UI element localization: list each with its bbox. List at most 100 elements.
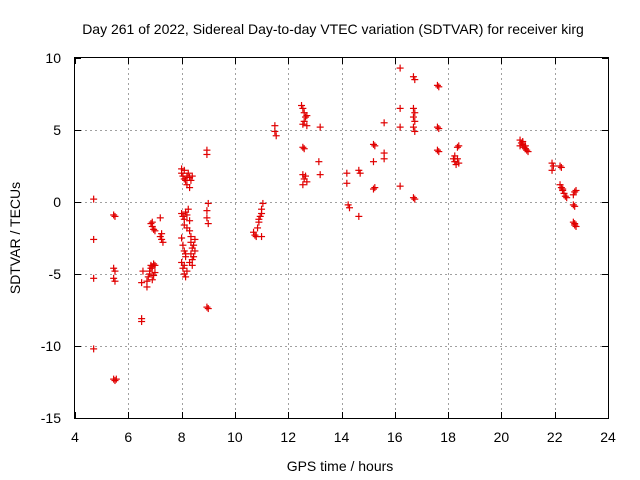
plot-frame [74, 57, 609, 419]
chart-title: Day 261 of 2022, Sidereal Day-to-day VTE… [82, 21, 584, 37]
data-point [433, 81, 441, 89]
data-point [569, 201, 577, 209]
data-point [186, 227, 194, 235]
data-point [110, 211, 118, 219]
x-tick-label: 24 [600, 429, 616, 445]
data-point [299, 104, 307, 112]
x-tick-label: 16 [387, 429, 403, 445]
data-point [557, 163, 565, 171]
data-point [380, 155, 388, 163]
data-point [184, 169, 192, 177]
data-point [138, 318, 146, 326]
data-point [556, 162, 564, 170]
data-point [184, 205, 192, 213]
data-point [203, 303, 211, 311]
data-point [150, 225, 158, 233]
data-point [186, 258, 194, 266]
data-point [182, 273, 190, 281]
data-point [371, 184, 379, 192]
data-point [254, 224, 262, 232]
data-point [369, 185, 377, 193]
data-point [315, 158, 323, 166]
y-axis-label: SDTVAR / TECUs [7, 182, 23, 294]
data-point [111, 212, 119, 220]
data-point [355, 212, 363, 220]
data-point [411, 195, 419, 203]
x-tick-label: 12 [280, 429, 296, 445]
data-point [396, 182, 404, 190]
x-tick-label: 6 [124, 429, 132, 445]
data-point [183, 211, 191, 219]
data-point [455, 142, 463, 150]
data-point [380, 119, 388, 127]
x-tick-label: 18 [440, 429, 456, 445]
data-point [204, 305, 212, 313]
data-point [571, 202, 579, 210]
data-point [300, 145, 308, 153]
data-point [183, 267, 191, 275]
data-point [187, 176, 195, 184]
x-tick-label: 22 [547, 429, 563, 445]
data-point [178, 234, 186, 242]
data-point [519, 138, 527, 146]
x-tick-labels: 4 6 8 10 12 14 16 18 20 22 24 [71, 429, 616, 445]
axis-ticks [75, 58, 609, 419]
y-tick-label: -5 [49, 266, 62, 282]
data-point [188, 172, 196, 180]
data-point [203, 207, 211, 215]
data-point [255, 215, 263, 223]
data-point [316, 171, 324, 179]
data-point [302, 113, 310, 121]
data-point [251, 231, 259, 239]
data-point [190, 241, 198, 249]
data-point [571, 220, 579, 228]
data-point [180, 261, 188, 269]
data-point [156, 214, 164, 222]
data-point [179, 241, 187, 249]
data-point [111, 267, 119, 275]
data-point [548, 166, 556, 174]
data-point [435, 148, 443, 156]
x-tick-label: 4 [71, 429, 79, 445]
data-point [112, 375, 120, 383]
data-point [271, 127, 279, 135]
data-point [191, 235, 199, 243]
data-point [523, 146, 531, 154]
data-point [559, 185, 567, 193]
x-tick-label: 14 [334, 429, 350, 445]
data-point [411, 76, 419, 84]
data-point [369, 140, 377, 148]
data-point [258, 210, 266, 218]
data-point [159, 238, 167, 246]
data-point [345, 204, 353, 212]
data-point [259, 199, 267, 207]
data-point [303, 112, 311, 120]
y-tick-label: -15 [41, 410, 61, 426]
data-point [111, 277, 119, 285]
data-point [409, 113, 417, 121]
data-point [571, 188, 579, 196]
data-point [299, 181, 307, 189]
data-point [396, 104, 404, 112]
data-point [524, 148, 532, 156]
data-point [186, 184, 194, 192]
data-point [409, 123, 417, 131]
data-point [90, 345, 98, 353]
data-point [572, 186, 580, 194]
data-point [516, 142, 524, 150]
data-point [435, 83, 443, 91]
data-point [302, 172, 310, 180]
data-point [90, 235, 98, 243]
data-point [549, 162, 557, 170]
data-point [90, 274, 98, 282]
data-points [90, 64, 580, 385]
data-point [186, 217, 194, 225]
data-point [148, 276, 156, 284]
y-tick-label: 0 [53, 194, 61, 210]
data-point [435, 125, 443, 133]
data-point [343, 179, 351, 187]
data-point [396, 123, 404, 131]
data-point [151, 227, 159, 235]
y-tick-label: 5 [53, 122, 61, 138]
